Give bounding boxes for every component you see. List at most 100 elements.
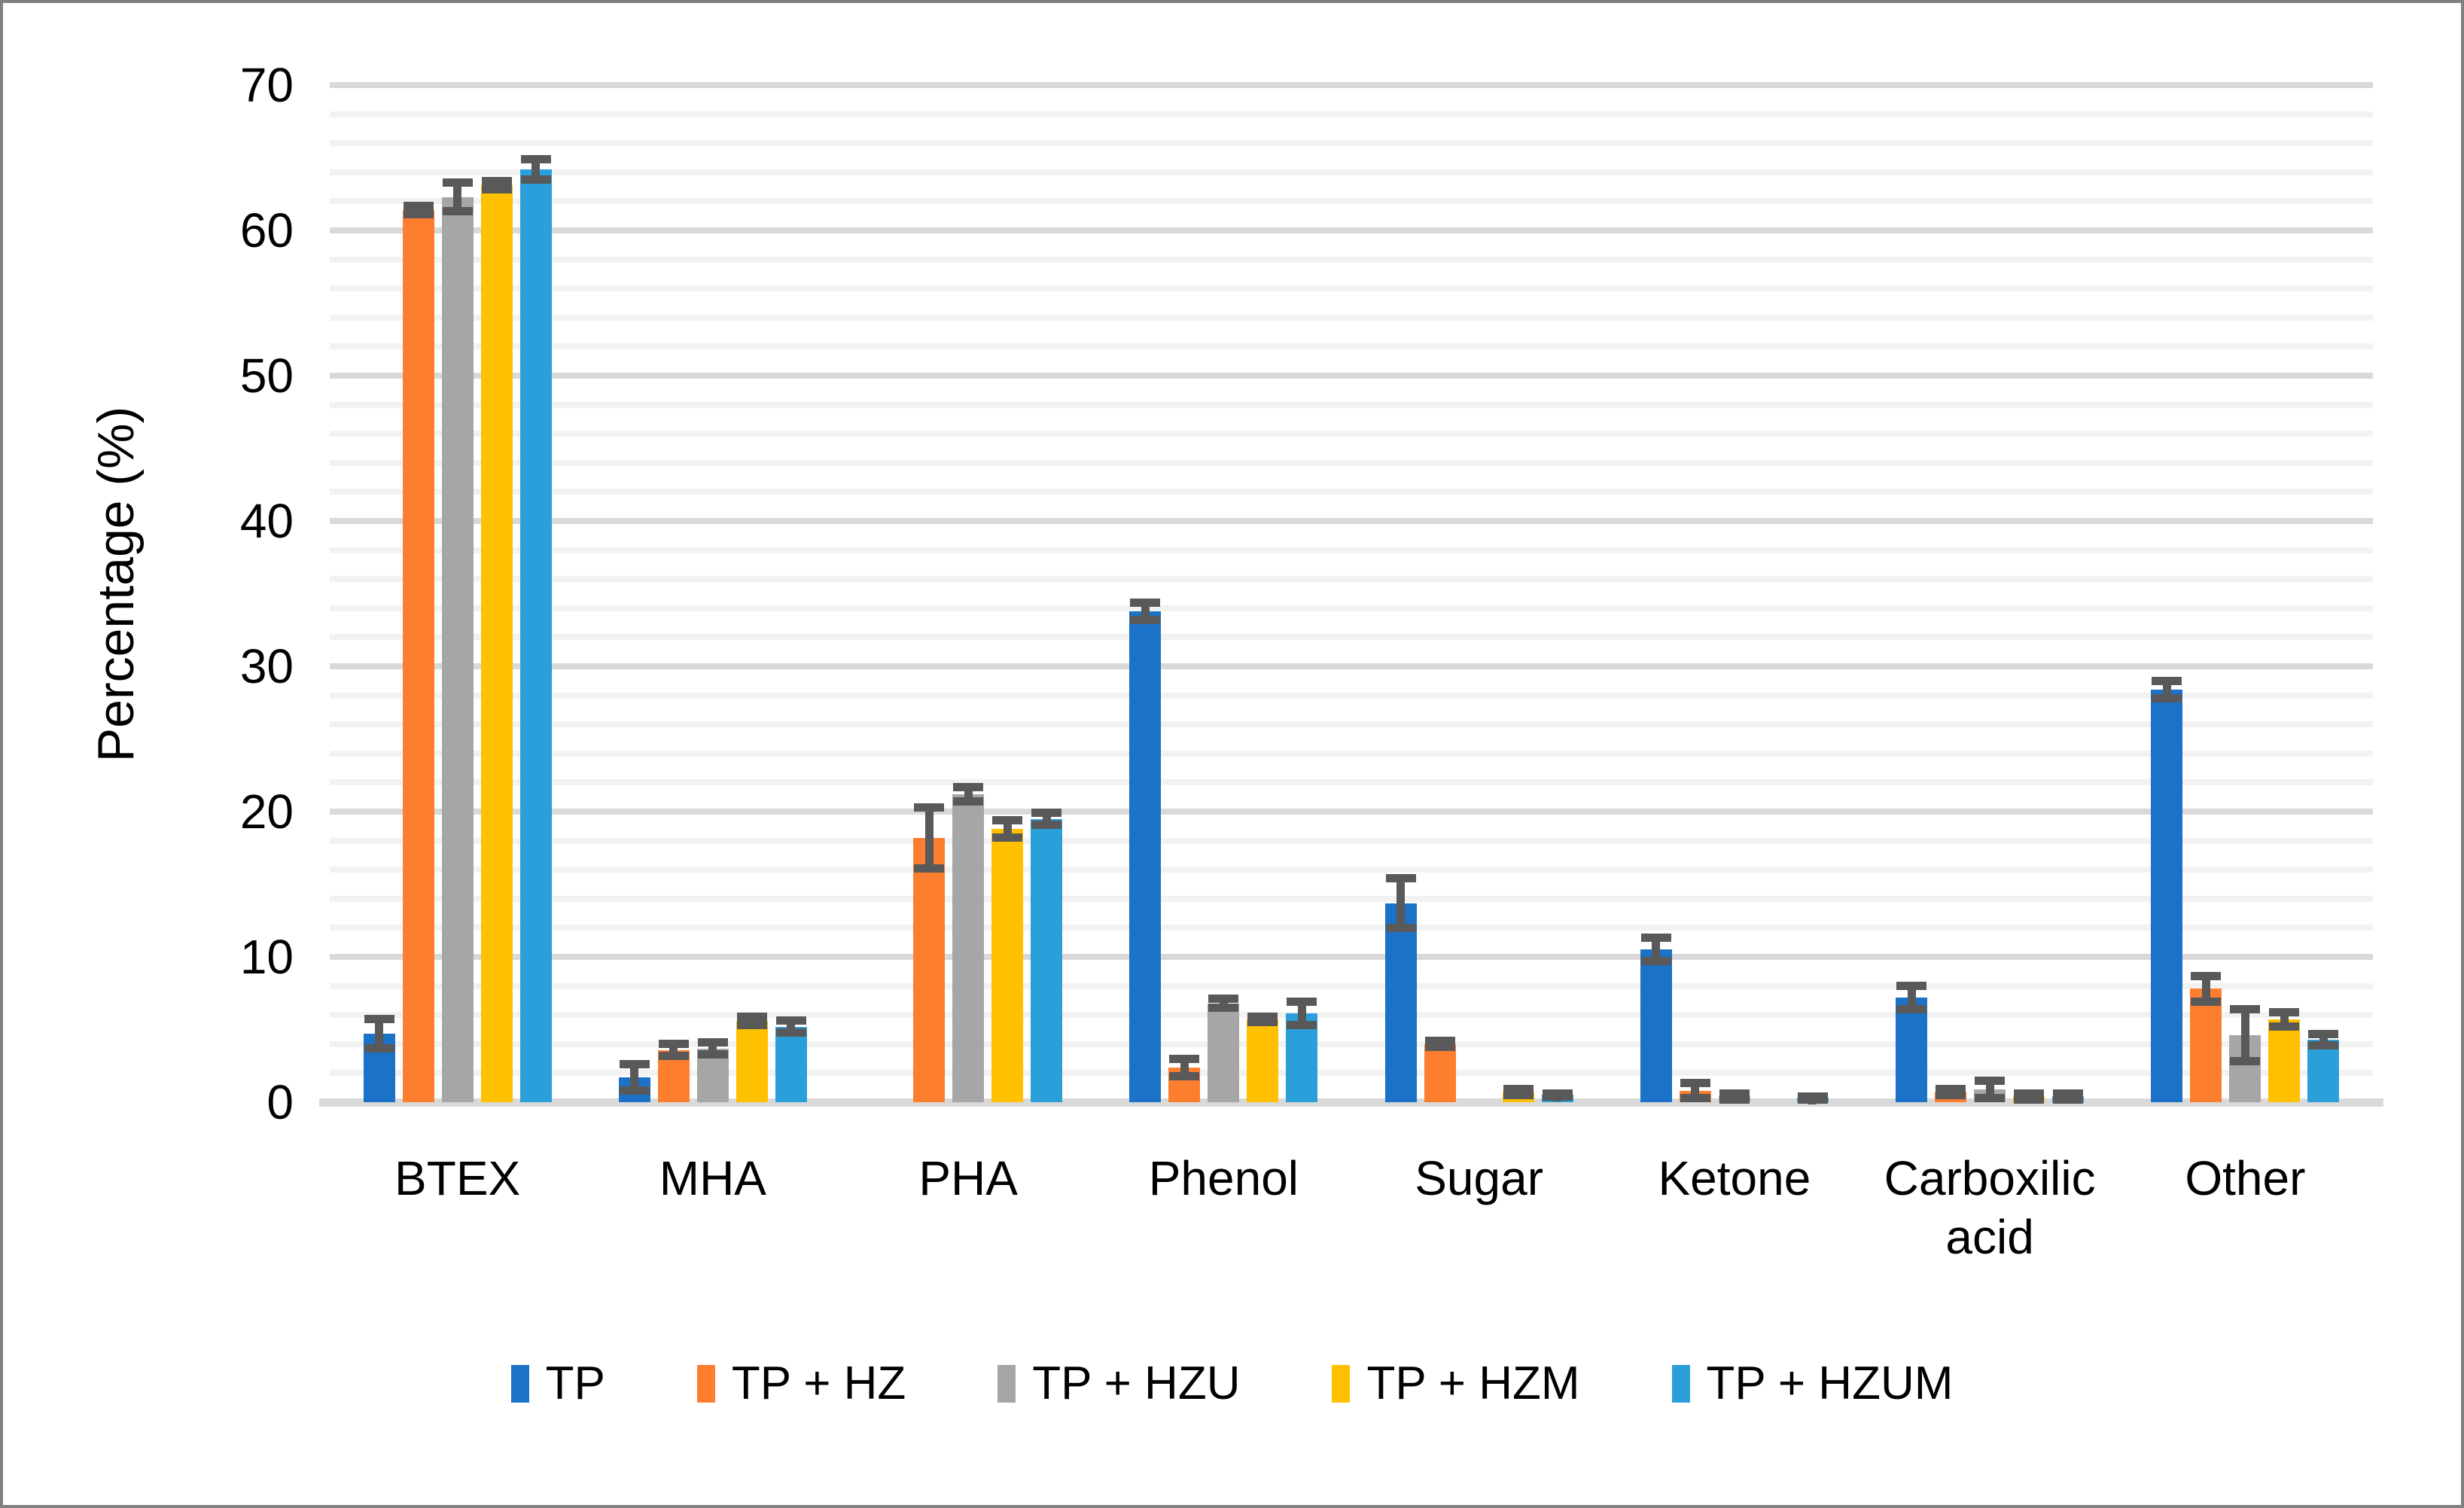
y-tick-label: 0 [267, 1075, 294, 1129]
error-bar-line [1691, 1083, 1700, 1098]
bar [736, 1020, 768, 1102]
error-bar-line [2201, 976, 2210, 1002]
error-bar-top-cap [953, 782, 984, 791]
error-bar-bottom-cap [697, 1050, 728, 1059]
error-bar-bottom-cap [364, 1044, 394, 1053]
error-bar-top-cap [1169, 1054, 1200, 1063]
error-bar-bottom-cap [520, 175, 551, 184]
bar [402, 209, 434, 1102]
minor-gridline [330, 721, 2373, 728]
legend-swatch [997, 1364, 1016, 1403]
error-bar-top-cap [2014, 1089, 2045, 1098]
error-bar-top-cap [619, 1060, 650, 1069]
legend-swatch [1332, 1364, 1351, 1403]
major-gridline [330, 663, 2373, 669]
legend-label: TP [545, 1357, 605, 1409]
error-bar-line [1180, 1059, 1189, 1077]
minor-gridline [330, 198, 2373, 205]
error-bar-bottom-cap [1896, 1004, 1927, 1013]
error-bar-line [492, 181, 501, 190]
legend-label: TP + HZU [1032, 1357, 1241, 1409]
category-label: Sugar [1415, 1151, 1544, 1205]
error-bar-bottom-cap [953, 797, 984, 806]
error-bar-line [414, 206, 423, 215]
error-bar-bottom-cap [619, 1086, 650, 1095]
bar [775, 1026, 807, 1102]
error-bar-bottom-cap [2269, 1022, 2300, 1031]
error-bar-bottom-cap [442, 207, 473, 216]
error-bar-top-cap [992, 816, 1023, 825]
minor-gridline [330, 285, 2373, 292]
error-bar-bottom-cap [658, 1051, 689, 1060]
error-bar-bottom-cap [1247, 1018, 1278, 1027]
minor-gridline [330, 256, 2373, 263]
category-label: BTEX [394, 1151, 521, 1205]
error-bar-top-cap [1247, 1012, 1278, 1021]
error-bar-line [2162, 681, 2171, 699]
bar [991, 829, 1024, 1102]
minor-gridline [330, 576, 2373, 583]
error-bar-line [1003, 820, 1012, 838]
error-bar-line [1652, 937, 1661, 961]
error-bar-bottom-cap [775, 1028, 806, 1037]
error-bar-bottom-cap [1542, 1092, 1573, 1101]
error-bar-bottom-cap [1503, 1090, 1534, 1099]
error-bar-line [669, 1043, 678, 1056]
error-bar-top-cap [1640, 934, 1671, 943]
category-label: Phenol [1148, 1151, 1299, 1205]
error-bar-line [453, 182, 462, 212]
minor-gridline [330, 982, 2373, 989]
error-bar-top-cap [1424, 1037, 1455, 1046]
legend-label: TP + HZM [1366, 1357, 1580, 1409]
error-bar-bottom-cap [736, 1021, 767, 1030]
x-axis-line [319, 1098, 2383, 1107]
error-bar-line [1141, 602, 1150, 620]
bar [913, 837, 946, 1102]
error-bar-bottom-cap [1208, 1004, 1239, 1013]
minor-gridline [330, 867, 2373, 873]
major-gridline [330, 227, 2373, 233]
bar [519, 169, 552, 1102]
error-bar-top-cap [1287, 998, 1317, 1007]
minor-gridline [330, 692, 2373, 699]
minor-gridline [330, 111, 2373, 117]
legend-label: TP + HZ [731, 1357, 906, 1409]
error-bar-top-cap [2269, 1007, 2300, 1016]
legend-item: TP + HZUM [1671, 1357, 1953, 1410]
error-bar-top-cap [736, 1012, 767, 1021]
y-tick-label: 10 [239, 930, 294, 984]
bar [480, 185, 513, 1102]
minor-gridline [330, 459, 2373, 466]
minor-gridline [330, 547, 2373, 553]
legend-swatch [510, 1364, 529, 1403]
error-bar-top-cap [1031, 809, 1062, 818]
error-bar-top-cap [442, 178, 473, 187]
error-bar-top-cap [520, 154, 551, 163]
error-bar-top-cap [481, 176, 512, 185]
error-bar-bottom-cap [2014, 1095, 2045, 1104]
error-bar-top-cap [658, 1040, 689, 1049]
error-bar-bottom-cap [2230, 1057, 2261, 1066]
error-bar-line [630, 1064, 639, 1091]
error-bar-line [1396, 878, 1406, 928]
error-bar-bottom-cap [481, 185, 512, 194]
error-bar-bottom-cap [1031, 820, 1062, 829]
minor-gridline [330, 779, 2373, 786]
category-label: Other [2185, 1151, 2306, 1205]
error-bar-line [1219, 998, 1228, 1008]
bar [1640, 949, 1672, 1102]
error-bar-top-cap [1975, 1076, 2006, 1085]
error-bar-top-cap [1680, 1079, 1710, 1088]
minor-gridline [330, 895, 2373, 902]
error-bar-top-cap [2152, 676, 2182, 685]
error-bar-line [964, 787, 973, 802]
y-tick-label: 20 [239, 784, 294, 839]
error-bar-bottom-cap [1797, 1095, 1828, 1104]
error-bar-top-cap [403, 201, 434, 210]
category-label: Ketone [1658, 1151, 1811, 1205]
legend-swatch [696, 1364, 715, 1403]
error-bar-top-cap [775, 1016, 806, 1025]
error-bar-top-cap [1208, 995, 1239, 1004]
error-bar-top-cap [2230, 1004, 2261, 1013]
legend: TP TP + HZ TP + HZU TP + HZM TP + HZUM [3, 1357, 2461, 1410]
